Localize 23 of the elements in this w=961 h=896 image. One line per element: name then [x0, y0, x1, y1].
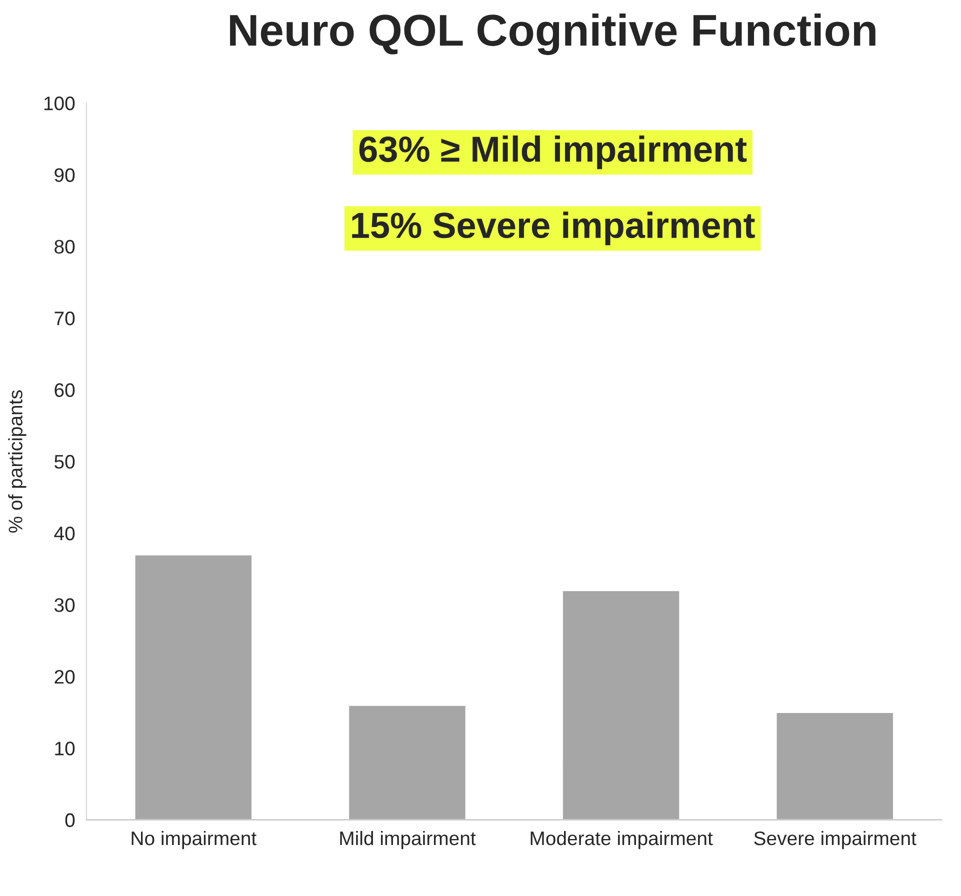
y-tick-label: 0 — [65, 813, 75, 828]
y-tick-label: 50 — [54, 454, 75, 469]
x-tick-label: Mild impairment — [340, 830, 476, 850]
chart-title: Neuro QOL Cognitive Function — [230, 13, 876, 56]
y-tick-label: 80 — [54, 240, 75, 254]
bar — [134, 554, 253, 820]
y-axis-title: % of participants — [8, 390, 26, 533]
x-tick-label: No impairment — [132, 830, 256, 850]
bar — [775, 712, 894, 820]
x-tick-label: Severe impairment — [754, 830, 916, 850]
y-tick-label: 60 — [54, 383, 75, 397]
annotation: 15% Severe impairment — [352, 212, 755, 246]
y-tick-label: 30 — [54, 598, 75, 612]
y-tick-label: 40 — [54, 526, 75, 540]
bar — [348, 704, 467, 820]
y-tick-label: 20 — [54, 670, 75, 684]
y-tick-label: 70 — [54, 312, 75, 326]
bar — [562, 590, 681, 820]
y-tick-label: 100 — [44, 96, 75, 110]
x-tick-label: Moderate impairment — [530, 830, 713, 850]
y-tick-label: 90 — [54, 168, 75, 182]
y-tick-label: 10 — [55, 742, 75, 756]
annotation: 63% ≥ Mild impairment — [359, 135, 747, 170]
